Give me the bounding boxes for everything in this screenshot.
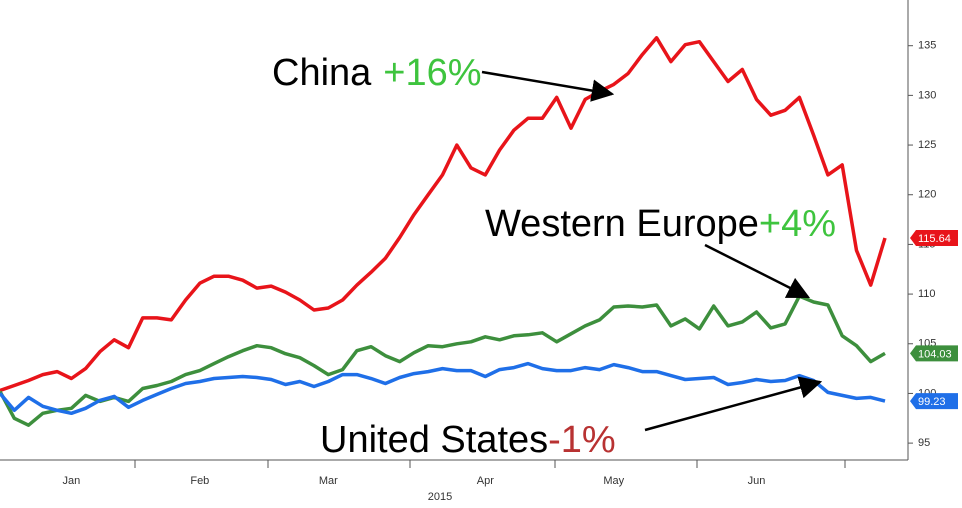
x-tick-label: Feb — [190, 475, 209, 487]
y-tick-label: 135 — [918, 40, 936, 52]
series-line — [0, 36, 887, 393]
last-value-tag — [910, 230, 958, 247]
annotation-text: Western Europe — [485, 203, 759, 245]
x-tick-label: Jun — [748, 475, 766, 487]
annotation-change: -1% — [548, 419, 616, 461]
annotation: United States-1% — [320, 419, 616, 461]
annotation-text: China — [272, 52, 372, 94]
x-tick-label: Apr — [477, 475, 494, 487]
x-tick-label: May — [603, 475, 624, 487]
annotation-arrow — [481, 70, 615, 102]
y-tick-label: 110 — [918, 288, 936, 300]
last-value-label: 115.64 — [918, 233, 951, 245]
series-line — [0, 361, 886, 416]
y-tick-label: 95 — [918, 437, 930, 449]
series-line — [0, 294, 886, 427]
last-value-tag — [910, 345, 958, 362]
month-separators — [134, 460, 846, 468]
annotation: Western Europe+4% — [485, 203, 836, 245]
y-tick-label: 120 — [918, 189, 936, 201]
annotation-change: +16% — [383, 52, 481, 94]
x-tick-label: Jan — [62, 475, 80, 487]
x-tick-label: Mar — [319, 475, 338, 487]
annotation-change: +4% — [759, 203, 836, 245]
annotation: China +16% — [272, 52, 482, 94]
annotation-arrow — [704, 243, 811, 299]
last-value-label: 104.03 — [918, 348, 952, 360]
last-value-label: 99.23 — [918, 396, 946, 408]
last-value-tag — [910, 393, 958, 410]
y-tick-label: 130 — [918, 89, 936, 101]
annotation-arrow — [644, 376, 823, 432]
y-tick-label: 125 — [918, 139, 936, 151]
x-axis-label: 2015 — [428, 491, 452, 503]
annotation-text: United States — [320, 419, 548, 461]
